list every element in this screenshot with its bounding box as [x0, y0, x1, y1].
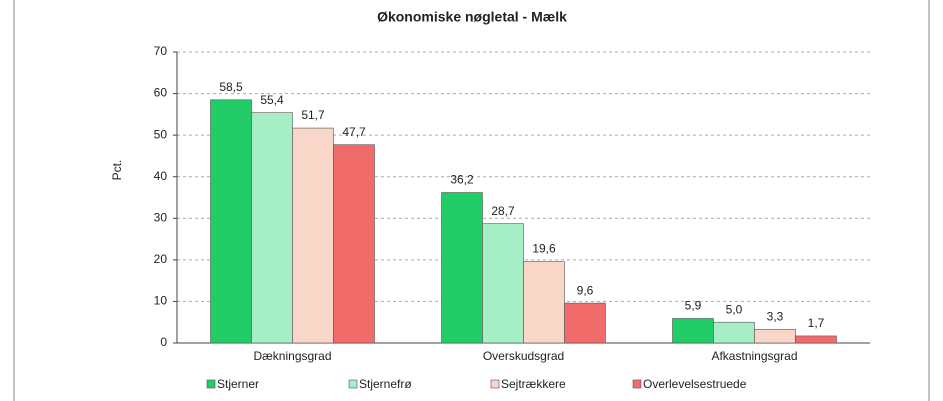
- bar: [334, 145, 375, 343]
- bar: [442, 193, 483, 343]
- y-tick-label: 30: [154, 210, 168, 224]
- data-label: 5,0: [726, 302, 743, 316]
- bar: [755, 329, 796, 343]
- y-tick-label: 10: [154, 294, 168, 308]
- bar: [483, 224, 524, 343]
- data-label: 9,6: [577, 283, 594, 297]
- bar: [796, 336, 837, 343]
- data-label: 28,7: [491, 204, 515, 218]
- y-tick-label: 60: [154, 86, 168, 100]
- data-label: 51,7: [301, 108, 325, 122]
- data-label: 47,7: [342, 125, 366, 139]
- y-tick-label: 20: [154, 252, 168, 266]
- bar: [252, 113, 293, 343]
- y-tick-label: 70: [154, 44, 168, 58]
- y-tick-label: 0: [160, 335, 167, 349]
- bar: [714, 322, 755, 343]
- x-tick-label: Dækningsgrad: [253, 349, 331, 363]
- legend-swatch: [633, 380, 641, 388]
- legend-label: Sejtrækkere: [501, 377, 566, 391]
- data-label: 58,5: [219, 80, 243, 94]
- y-tick-label: 40: [154, 169, 168, 183]
- legend-swatch: [349, 380, 357, 388]
- bar: [211, 100, 252, 343]
- data-label: 36,2: [450, 173, 474, 187]
- y-tick-label: 50: [154, 127, 168, 141]
- x-tick-label: Overskudsgrad: [483, 349, 564, 363]
- data-label: 19,6: [532, 242, 556, 256]
- legend-swatch: [491, 380, 499, 388]
- chart: Økonomiske nøgletal - Mælk Pct. 0 10 20 30 4…: [0, 0, 943, 401]
- data-label: 1,7: [808, 316, 825, 330]
- chart-title: Økonomiske nøgletal - Mælk: [377, 9, 567, 25]
- bar: [565, 303, 606, 343]
- legend-label: Stjerner: [217, 377, 259, 391]
- x-tick-label: Afkastningsgrad: [711, 349, 797, 363]
- legend-swatch: [207, 380, 215, 388]
- bar: [673, 318, 714, 343]
- data-label: 55,4: [260, 93, 284, 107]
- bar: [293, 128, 334, 343]
- bar: [524, 262, 565, 343]
- data-label: 5,9: [685, 299, 702, 313]
- y-axis-label: Pct.: [110, 160, 124, 181]
- data-label: 3,3: [767, 309, 784, 323]
- legend-label: Stjernefrø: [359, 377, 412, 391]
- legend-label: Overlevelsestruede: [643, 377, 747, 391]
